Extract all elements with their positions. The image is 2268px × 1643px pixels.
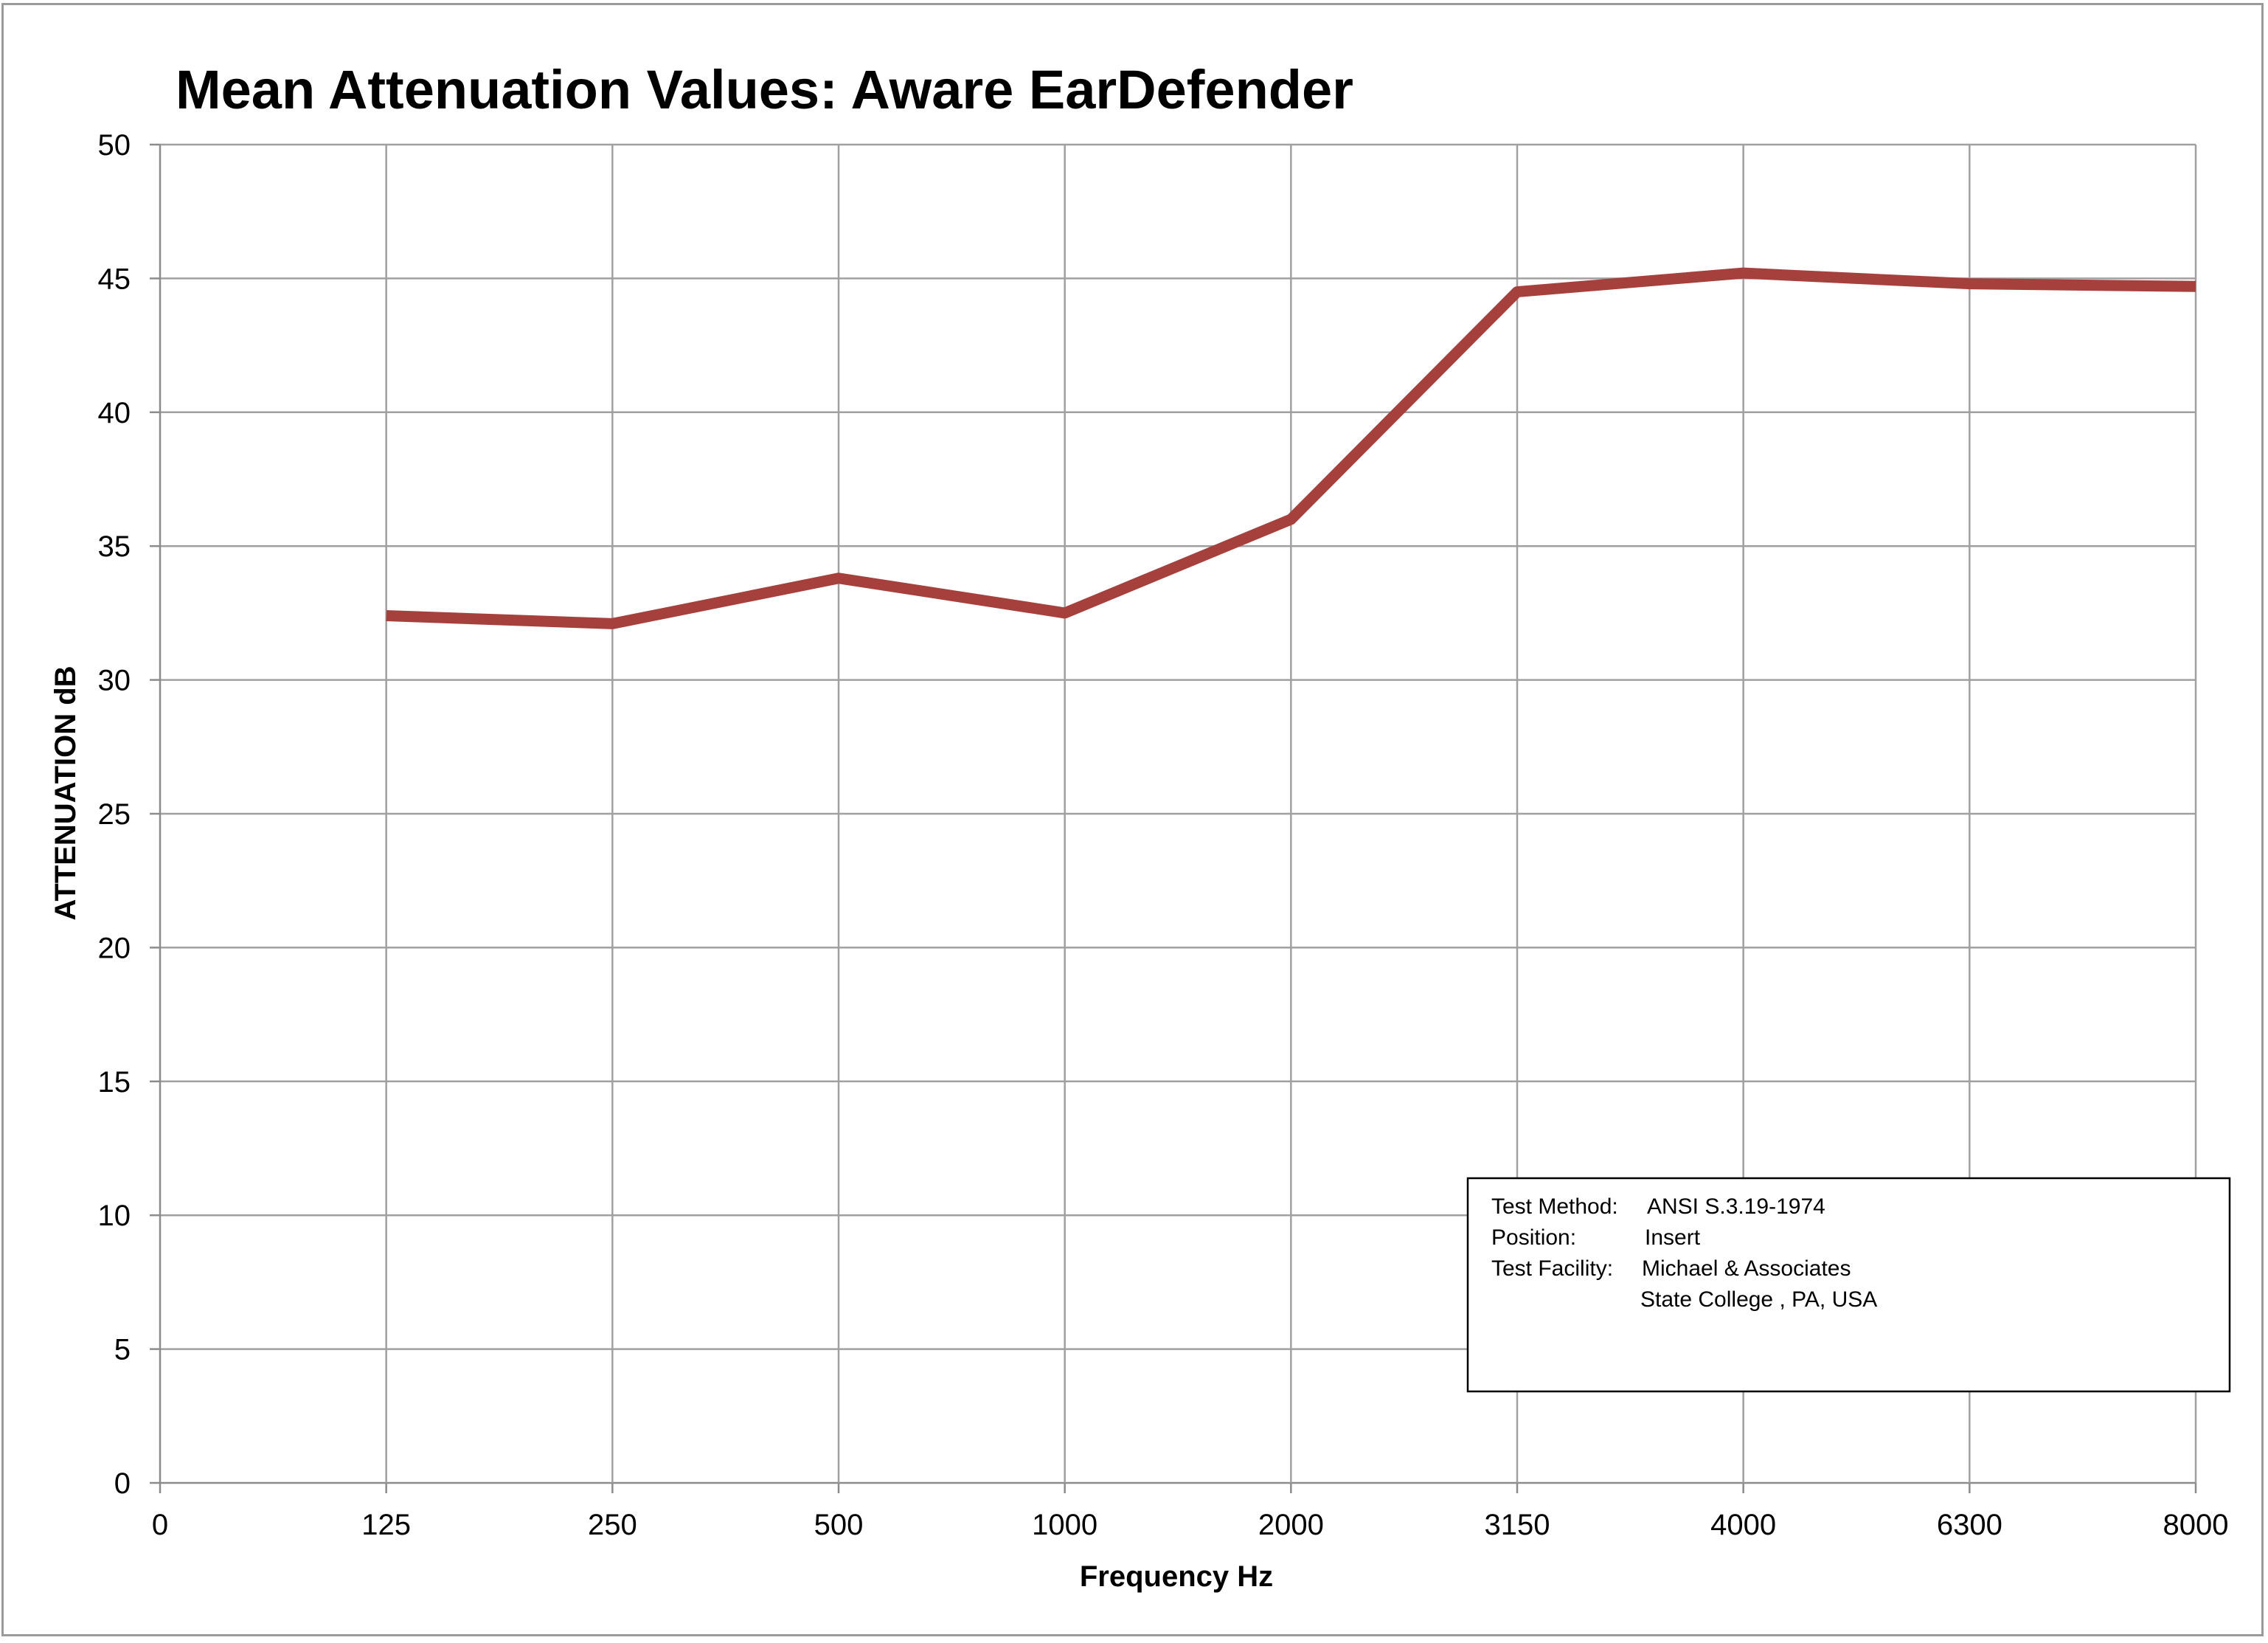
x-tick-label: 2000 [1258,1509,1324,1541]
info-value-test-method: ANSI S.3.19-1974 [1647,1194,1825,1219]
grid-layer [150,143,2197,1493]
x-tick-label: 1000 [1032,1509,1097,1541]
y-axis-title: ATTENUATION dB [49,665,82,920]
info-value-test-facility: Michael & Associates [1642,1256,1851,1281]
chart-title: Mean Attenuation Values: Aware EarDefend… [176,59,1353,120]
y-tick-label: 30 [98,665,131,697]
info-label-test-facility: Test Facility: [1491,1256,1613,1281]
y-tick-label: 10 [98,1200,131,1232]
y-tick-label: 40 [98,397,131,429]
y-tick-label: 0 [114,1467,131,1500]
y-tick-label: 35 [98,530,131,563]
y-tick-label: 45 [98,263,131,295]
info-label-position: Position: [1491,1225,1576,1250]
y-tick-labels: 0 5 10 15 20 25 30 35 40 45 50 [98,129,131,1500]
x-tick-label: 0 [152,1509,168,1541]
x-tick-label: 250 [588,1509,637,1541]
series-line [386,267,2196,629]
info-value-position: Insert [1645,1225,1701,1250]
y-tick-label: 20 [98,932,131,964]
x-tick-label: 6300 [1937,1509,2002,1541]
y-tick-label: 25 [98,798,131,831]
info-label-test-method: Test Method: [1491,1194,1618,1219]
x-tick-label: 3150 [1485,1509,1550,1541]
info-value-facility-location: State College , PA, USA [1640,1287,1877,1312]
x-axis-title: Frequency Hz [1080,1560,1273,1593]
info-box: Test Method: ANSI S.3.19-1974 Position: … [1466,1177,2231,1393]
x-tick-labels: 0 125 250 500 1000 2000 3150 4000 6300 8000 [152,1509,2229,1541]
y-tick-label: 5 [114,1334,131,1366]
y-tick-label: 50 [98,129,131,162]
y-tick-label: 15 [98,1066,131,1099]
x-tick-label: 125 [361,1509,411,1541]
x-tick-label: 4000 [1710,1509,1776,1541]
x-tick-label: 500 [814,1509,864,1541]
series-layer [386,267,2196,629]
info-box-border [1466,1177,2231,1393]
x-tick-label: 8000 [2163,1509,2229,1541]
